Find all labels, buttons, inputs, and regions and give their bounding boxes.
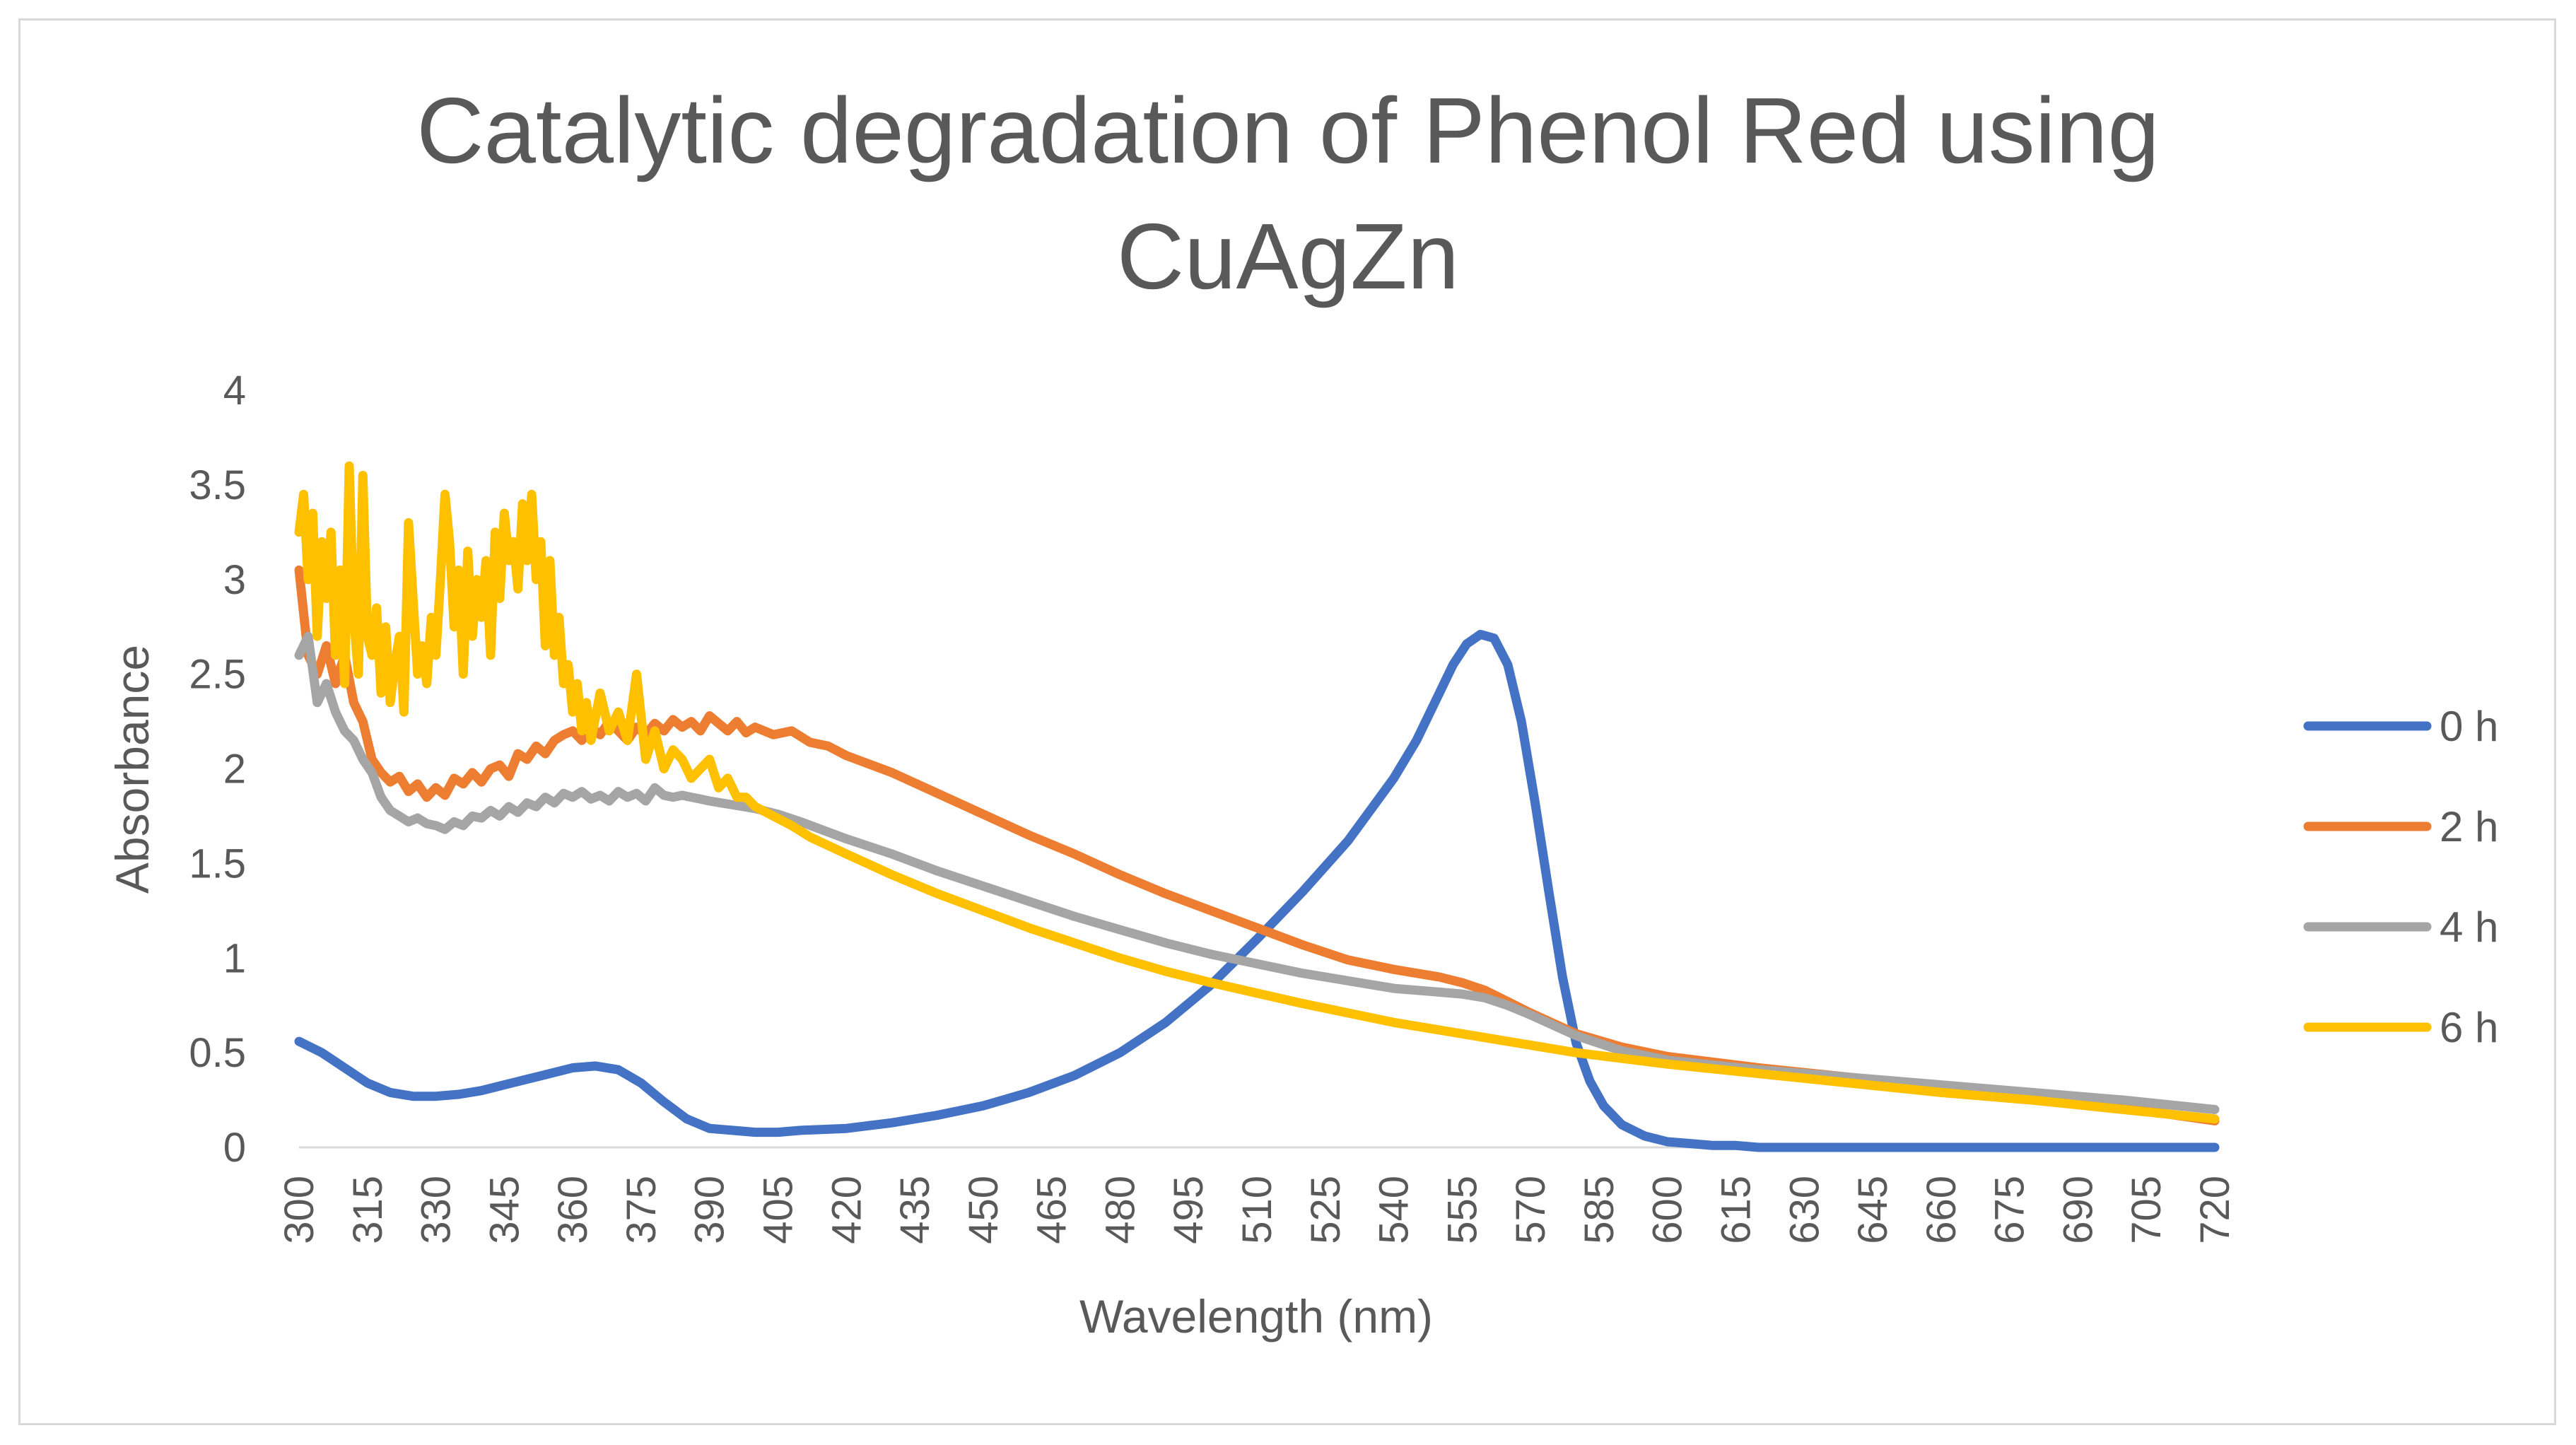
chart-title-line-1: Catalytic degradation of Phenol Red usin… bbox=[416, 78, 2160, 182]
y-tick-label: 0.5 bbox=[189, 1030, 246, 1076]
x-tick-label: 645 bbox=[1850, 1176, 1896, 1244]
legend-label: 0 h bbox=[2440, 703, 2498, 750]
x-tick-label: 510 bbox=[1234, 1176, 1280, 1244]
y-tick-label: 3.5 bbox=[189, 462, 246, 508]
x-tick-label: 465 bbox=[1029, 1176, 1075, 1244]
x-axis-title: Wavelength (nm) bbox=[1079, 1290, 1433, 1342]
x-tick-label: 570 bbox=[1508, 1176, 1554, 1244]
x-tick-label: 720 bbox=[2192, 1176, 2238, 1244]
x-tick-label: 495 bbox=[1166, 1176, 1212, 1244]
x-tick-label: 390 bbox=[687, 1176, 733, 1244]
y-tick-label: 2.5 bbox=[189, 652, 246, 698]
y-tick-label: 4 bbox=[223, 368, 246, 414]
y-tick-label: 3 bbox=[223, 557, 246, 603]
x-tick-label: 375 bbox=[619, 1176, 665, 1244]
x-tick-label: 690 bbox=[2055, 1176, 2101, 1244]
x-tick-label: 360 bbox=[550, 1176, 596, 1244]
x-tick-label: 450 bbox=[961, 1176, 1007, 1244]
y-axis-tick-labels: 0 0.5 1 1.5 2 2.5 3 3.5 4 bbox=[189, 368, 246, 1171]
y-tick-label: 2 bbox=[223, 747, 246, 792]
x-tick-label: 675 bbox=[1987, 1176, 2033, 1244]
x-tick-label: 405 bbox=[756, 1176, 802, 1244]
chart-title-line-2: CuAgZn bbox=[1117, 204, 1459, 308]
x-tick-label: 435 bbox=[892, 1176, 938, 1244]
series-line-6h bbox=[294, 461, 2220, 1124]
series-layer bbox=[294, 461, 2220, 1152]
x-tick-label: 660 bbox=[1919, 1176, 1965, 1244]
x-tick-label: 540 bbox=[1371, 1176, 1417, 1244]
x-tick-label: 555 bbox=[1439, 1176, 1485, 1244]
x-tick-label: 330 bbox=[414, 1176, 459, 1244]
x-tick-label: 630 bbox=[1781, 1176, 1827, 1244]
series-line-4h bbox=[294, 631, 2220, 1114]
x-tick-label: 480 bbox=[1097, 1176, 1143, 1244]
x-tick-label: 585 bbox=[1576, 1176, 1622, 1244]
x-tick-label: 345 bbox=[481, 1176, 527, 1244]
x-tick-label: 525 bbox=[1303, 1176, 1349, 1244]
x-tick-label: 420 bbox=[824, 1176, 870, 1244]
y-tick-label: 1.5 bbox=[189, 841, 246, 887]
legend-label: 2 h bbox=[2440, 803, 2498, 850]
x-tick-label: 615 bbox=[1714, 1176, 1760, 1244]
legend: 0 h 2 h 4 h 6 h bbox=[2303, 703, 2498, 1051]
legend-label: 4 h bbox=[2440, 903, 2498, 951]
y-axis-title: Absorbance bbox=[106, 645, 158, 894]
series-line-2h bbox=[294, 565, 2220, 1125]
x-tick-label: 705 bbox=[2124, 1176, 2170, 1244]
x-tick-label: 300 bbox=[276, 1176, 322, 1244]
y-tick-label: 0 bbox=[223, 1125, 246, 1171]
x-axis-tick-labels: 300 315 330 345 360 375 390 405 420 435 450 465 480 4… bbox=[276, 1176, 2238, 1244]
y-tick-label: 1 bbox=[223, 935, 246, 981]
x-tick-label: 600 bbox=[1645, 1176, 1691, 1244]
legend-label: 6 h bbox=[2440, 1004, 2498, 1051]
x-tick-label: 315 bbox=[345, 1176, 391, 1244]
chart-frame bbox=[18, 18, 2556, 1425]
